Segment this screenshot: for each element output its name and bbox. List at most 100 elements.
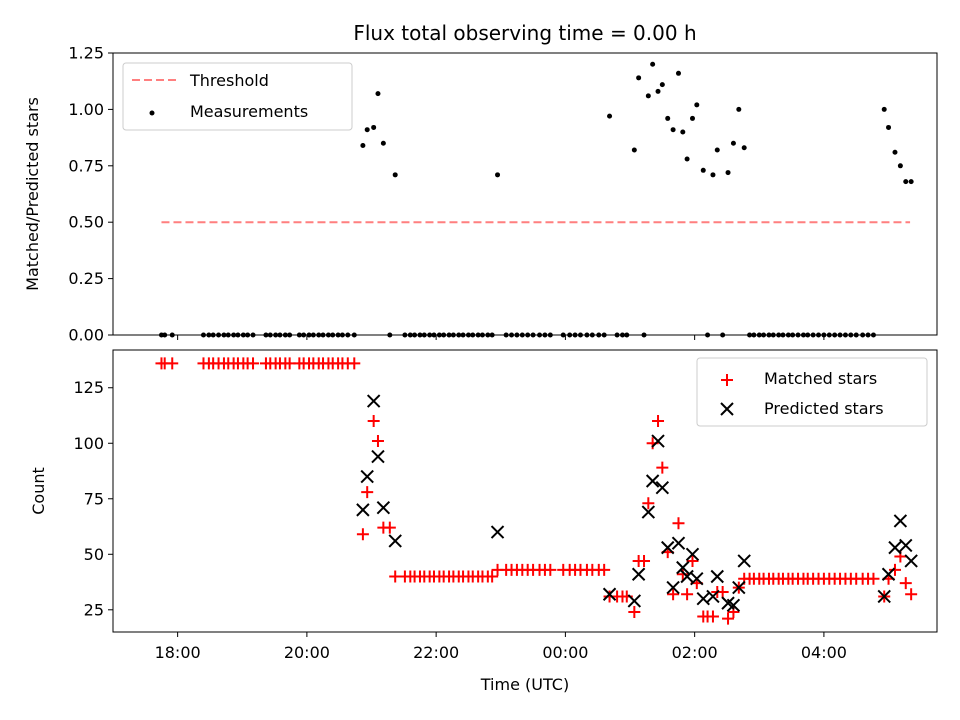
count-x-tick-label: 04:00 xyxy=(801,643,847,662)
count-legend-box xyxy=(696,357,928,427)
legend-threshold-label: Threshold xyxy=(189,71,269,90)
matched-star-point xyxy=(486,570,499,583)
ratio-y-tick-label: 1.00 xyxy=(68,100,104,119)
measurement-point xyxy=(730,140,736,146)
count-x-axis-label: Time (UTC) xyxy=(480,675,569,694)
measurement-point xyxy=(650,61,656,67)
predicted-star-point xyxy=(881,567,896,581)
matched-star-point xyxy=(672,517,685,530)
measurement-point xyxy=(371,124,377,130)
matched-star-point xyxy=(247,357,260,370)
count-x-tick-label: 00:00 xyxy=(542,643,588,662)
predicted-star-point xyxy=(676,560,690,575)
measurement-point xyxy=(631,147,637,153)
ratio-y-tick-label: 0.50 xyxy=(68,213,104,232)
matched-star-point xyxy=(642,497,655,510)
predicted-star-point xyxy=(888,540,902,555)
predicted-star-point xyxy=(645,474,660,488)
matched-star-point xyxy=(676,568,689,581)
matched-star-point xyxy=(544,563,557,576)
measurement-point xyxy=(689,115,695,121)
count-x-tick-label: 18:00 xyxy=(155,643,201,662)
predicted-star-point xyxy=(737,554,751,568)
matched-star-point xyxy=(722,612,735,625)
predicted-star-point xyxy=(666,580,680,595)
matched-star-point xyxy=(667,588,680,601)
measurement-point xyxy=(881,106,887,112)
measurement-point xyxy=(892,149,898,155)
count-panel: 25 50 75 100 125 18:00 20:00 22:00 00:00 02:00 04… xyxy=(29,349,938,694)
ratio-y-tick-label: 0.75 xyxy=(68,156,104,175)
matched-star-point xyxy=(371,435,384,448)
ratio-y-tick-label: 0.25 xyxy=(68,269,104,288)
matched-star-point xyxy=(656,461,669,474)
count-y-tick-label: 25 xyxy=(84,600,104,619)
ratio-x-ticks xyxy=(177,335,825,340)
count-x-tick-label: 22:00 xyxy=(413,643,459,662)
count-y-tick-label: 125 xyxy=(73,378,104,397)
matched-star-point xyxy=(383,521,396,534)
matched-star-point xyxy=(356,528,369,541)
measurement-point xyxy=(392,172,398,178)
measurement-point xyxy=(710,172,716,178)
measurement-point xyxy=(495,172,501,178)
predicted-star-point xyxy=(706,589,720,604)
matched-star-point xyxy=(899,577,912,590)
predicted-star-point xyxy=(726,598,741,613)
ratio-axes-frame xyxy=(112,52,938,336)
ratio-legend-box xyxy=(122,62,353,131)
ratio-y-tick-label: 1.25 xyxy=(68,44,104,63)
matched-star-point xyxy=(681,588,694,601)
predicted-star-point xyxy=(655,480,670,495)
measurement-point xyxy=(645,93,651,99)
chart-title: Flux total observing time = 0.00 h xyxy=(353,21,696,45)
measurement-point xyxy=(360,142,366,148)
predicted-star-point xyxy=(631,567,646,581)
ratio-y-axis-label: Matched/Predicted stars xyxy=(23,97,42,291)
measurement-point xyxy=(636,75,642,81)
predicted-star-point xyxy=(710,569,724,584)
predicted-star-point xyxy=(376,500,391,515)
measurement-point xyxy=(680,129,686,135)
ratio-panel: 0.00 0.25 0.50 0.75 1.00 1.25 Matched/Predict… xyxy=(23,44,938,345)
count-x-tick-label: 20:00 xyxy=(284,643,330,662)
measurement-point xyxy=(655,88,661,94)
predicted-star-point xyxy=(602,587,617,601)
legend-predicted-label: Predicted stars xyxy=(764,399,884,418)
measurement-point xyxy=(684,156,690,162)
legend-matched-swatch xyxy=(721,374,733,386)
matched-star-point xyxy=(652,415,665,428)
matched-star-point xyxy=(706,610,719,623)
measurement-point xyxy=(908,179,914,185)
matched-star-point xyxy=(361,486,374,499)
predicted-star-point xyxy=(641,505,656,519)
matched-star-point xyxy=(628,606,641,619)
predicted-star-point xyxy=(893,514,908,528)
legend-matched-label: Matched stars xyxy=(764,369,877,388)
ratio-y-tick-label: 0.00 xyxy=(68,326,104,345)
measurement-point xyxy=(675,70,681,76)
count-y-tick-label: 75 xyxy=(84,489,104,508)
matched-star-point xyxy=(638,554,651,567)
predicted-star-point xyxy=(388,534,402,548)
predicted-star-point xyxy=(627,594,642,608)
count-marks xyxy=(155,357,918,625)
count-x-ticks: 18:00 20:00 22:00 00:00 02:00 04:00 xyxy=(155,632,847,662)
measurement-point xyxy=(380,140,386,146)
matched-star-point xyxy=(867,572,880,585)
count-y-tick-label: 50 xyxy=(84,545,104,564)
predicted-star-point xyxy=(685,547,700,561)
count-y-axis-label: Count xyxy=(29,467,48,515)
predicted-star-point xyxy=(661,540,675,555)
matched-star-point xyxy=(686,554,699,567)
matched-star-point xyxy=(166,357,179,370)
matched-star-point xyxy=(905,588,918,601)
measurement-point xyxy=(700,167,706,173)
predicted-star-point xyxy=(356,503,370,517)
predicted-star-point xyxy=(904,554,918,568)
measurement-point xyxy=(364,127,370,133)
ratio-y-ticks: 0.00 0.25 0.50 0.75 1.00 1.25 xyxy=(68,44,113,345)
predicted-star-point xyxy=(360,469,374,484)
ratio-legend: Threshold Measurements xyxy=(122,62,353,131)
